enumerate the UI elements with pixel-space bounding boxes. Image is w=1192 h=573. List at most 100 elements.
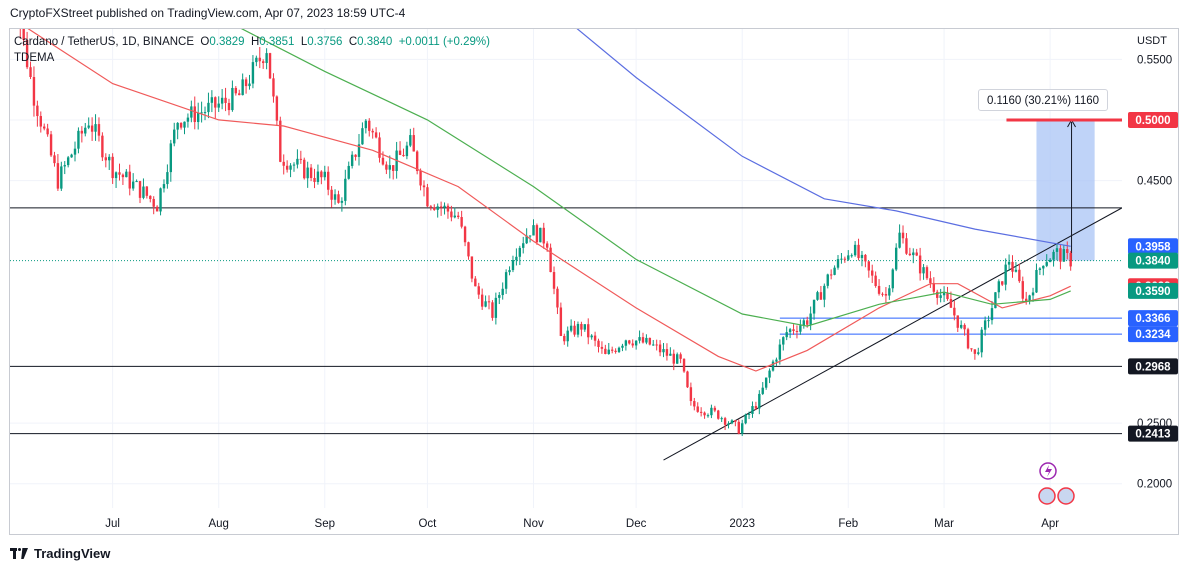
x-tick-label: Sep [315,518,335,530]
price-badge-0.3366: 0.3366 [1128,310,1178,327]
candle-body [344,178,347,201]
candle-body [114,172,118,179]
candle [597,338,600,353]
candle [662,342,665,358]
candle-body [36,105,39,117]
candle-body [768,370,771,378]
candle [234,86,238,96]
candle [552,266,556,295]
legend-symbol[interactable]: Cardano / TetherUS, 1D, BINANCE [14,36,195,48]
price-badge-bg [1128,238,1178,255]
candle [542,222,545,249]
candle [888,284,891,300]
candle [131,173,135,191]
candle [963,323,966,336]
candle [84,122,87,137]
candle-body [480,294,484,307]
candle-body [682,358,686,372]
candle [142,178,145,200]
candle-body [634,340,638,346]
candle-body [176,122,179,130]
candle-body [296,158,299,165]
candle-body [942,292,946,296]
candle [77,127,80,154]
candle [224,87,227,112]
candle [63,161,66,175]
candle [515,248,518,266]
candle-body [894,247,898,270]
candle [299,150,303,164]
candle [244,77,248,94]
candle-body [214,97,217,108]
candle [159,187,162,216]
candle [1059,244,1062,270]
candle-body [152,198,155,207]
candle-body [227,102,231,111]
tradingview-footer[interactable]: TradingView [10,546,110,561]
us-flag-icon [1057,487,1075,505]
price-badge-text: 0.5000 [1135,115,1170,127]
candle [758,390,761,415]
candle-body [94,124,97,132]
candle [378,132,381,163]
candle [255,55,258,67]
candle-body [973,349,977,354]
candle [744,413,747,425]
candle-body [374,132,378,138]
candle-body [32,77,36,106]
candle [638,330,641,344]
candle [104,153,108,168]
candle [498,292,501,305]
candle [604,344,607,355]
candle [207,92,210,119]
candle [751,401,754,418]
candle-body [217,103,220,108]
candle [487,295,491,310]
price-badge-text: 0.2413 [1135,429,1170,441]
candle [70,153,73,158]
candle-body [525,235,528,244]
candle-body [840,258,843,260]
candle [29,61,32,80]
candle-body [1007,261,1011,265]
candle-body [128,171,131,189]
candle-body [477,286,480,295]
candle [730,419,734,425]
chart-frame[interactable] [9,28,1179,535]
candle [504,269,508,294]
indicator-label[interactable]: TDEMA [14,52,55,64]
candle [402,148,405,157]
candle [628,339,631,345]
candle [145,186,149,199]
candle-body [446,205,450,212]
candle [282,154,285,175]
price-badge-bg [1128,326,1178,343]
candle [200,101,203,123]
candle [802,318,805,329]
candle [703,411,706,419]
candle [778,339,782,365]
candle [788,327,792,339]
candle-body [556,288,559,308]
candle-body [303,159,306,179]
candle-body [1042,265,1045,269]
candle-body [70,154,73,158]
candle [320,170,323,185]
candle [853,241,857,257]
candle [350,151,354,169]
candle [826,273,829,289]
candle-body [645,337,648,343]
x-tick-label: Dec [626,518,647,530]
candle-body [1052,251,1055,260]
candle-body [884,294,888,296]
candle [214,96,217,119]
candle [747,411,751,420]
x-tick-label: Jul [105,518,120,530]
candle-body [703,412,706,416]
candle-body [118,172,121,175]
candle-body [251,62,255,84]
candle [816,290,819,301]
candle [556,286,559,315]
candle [956,315,959,333]
